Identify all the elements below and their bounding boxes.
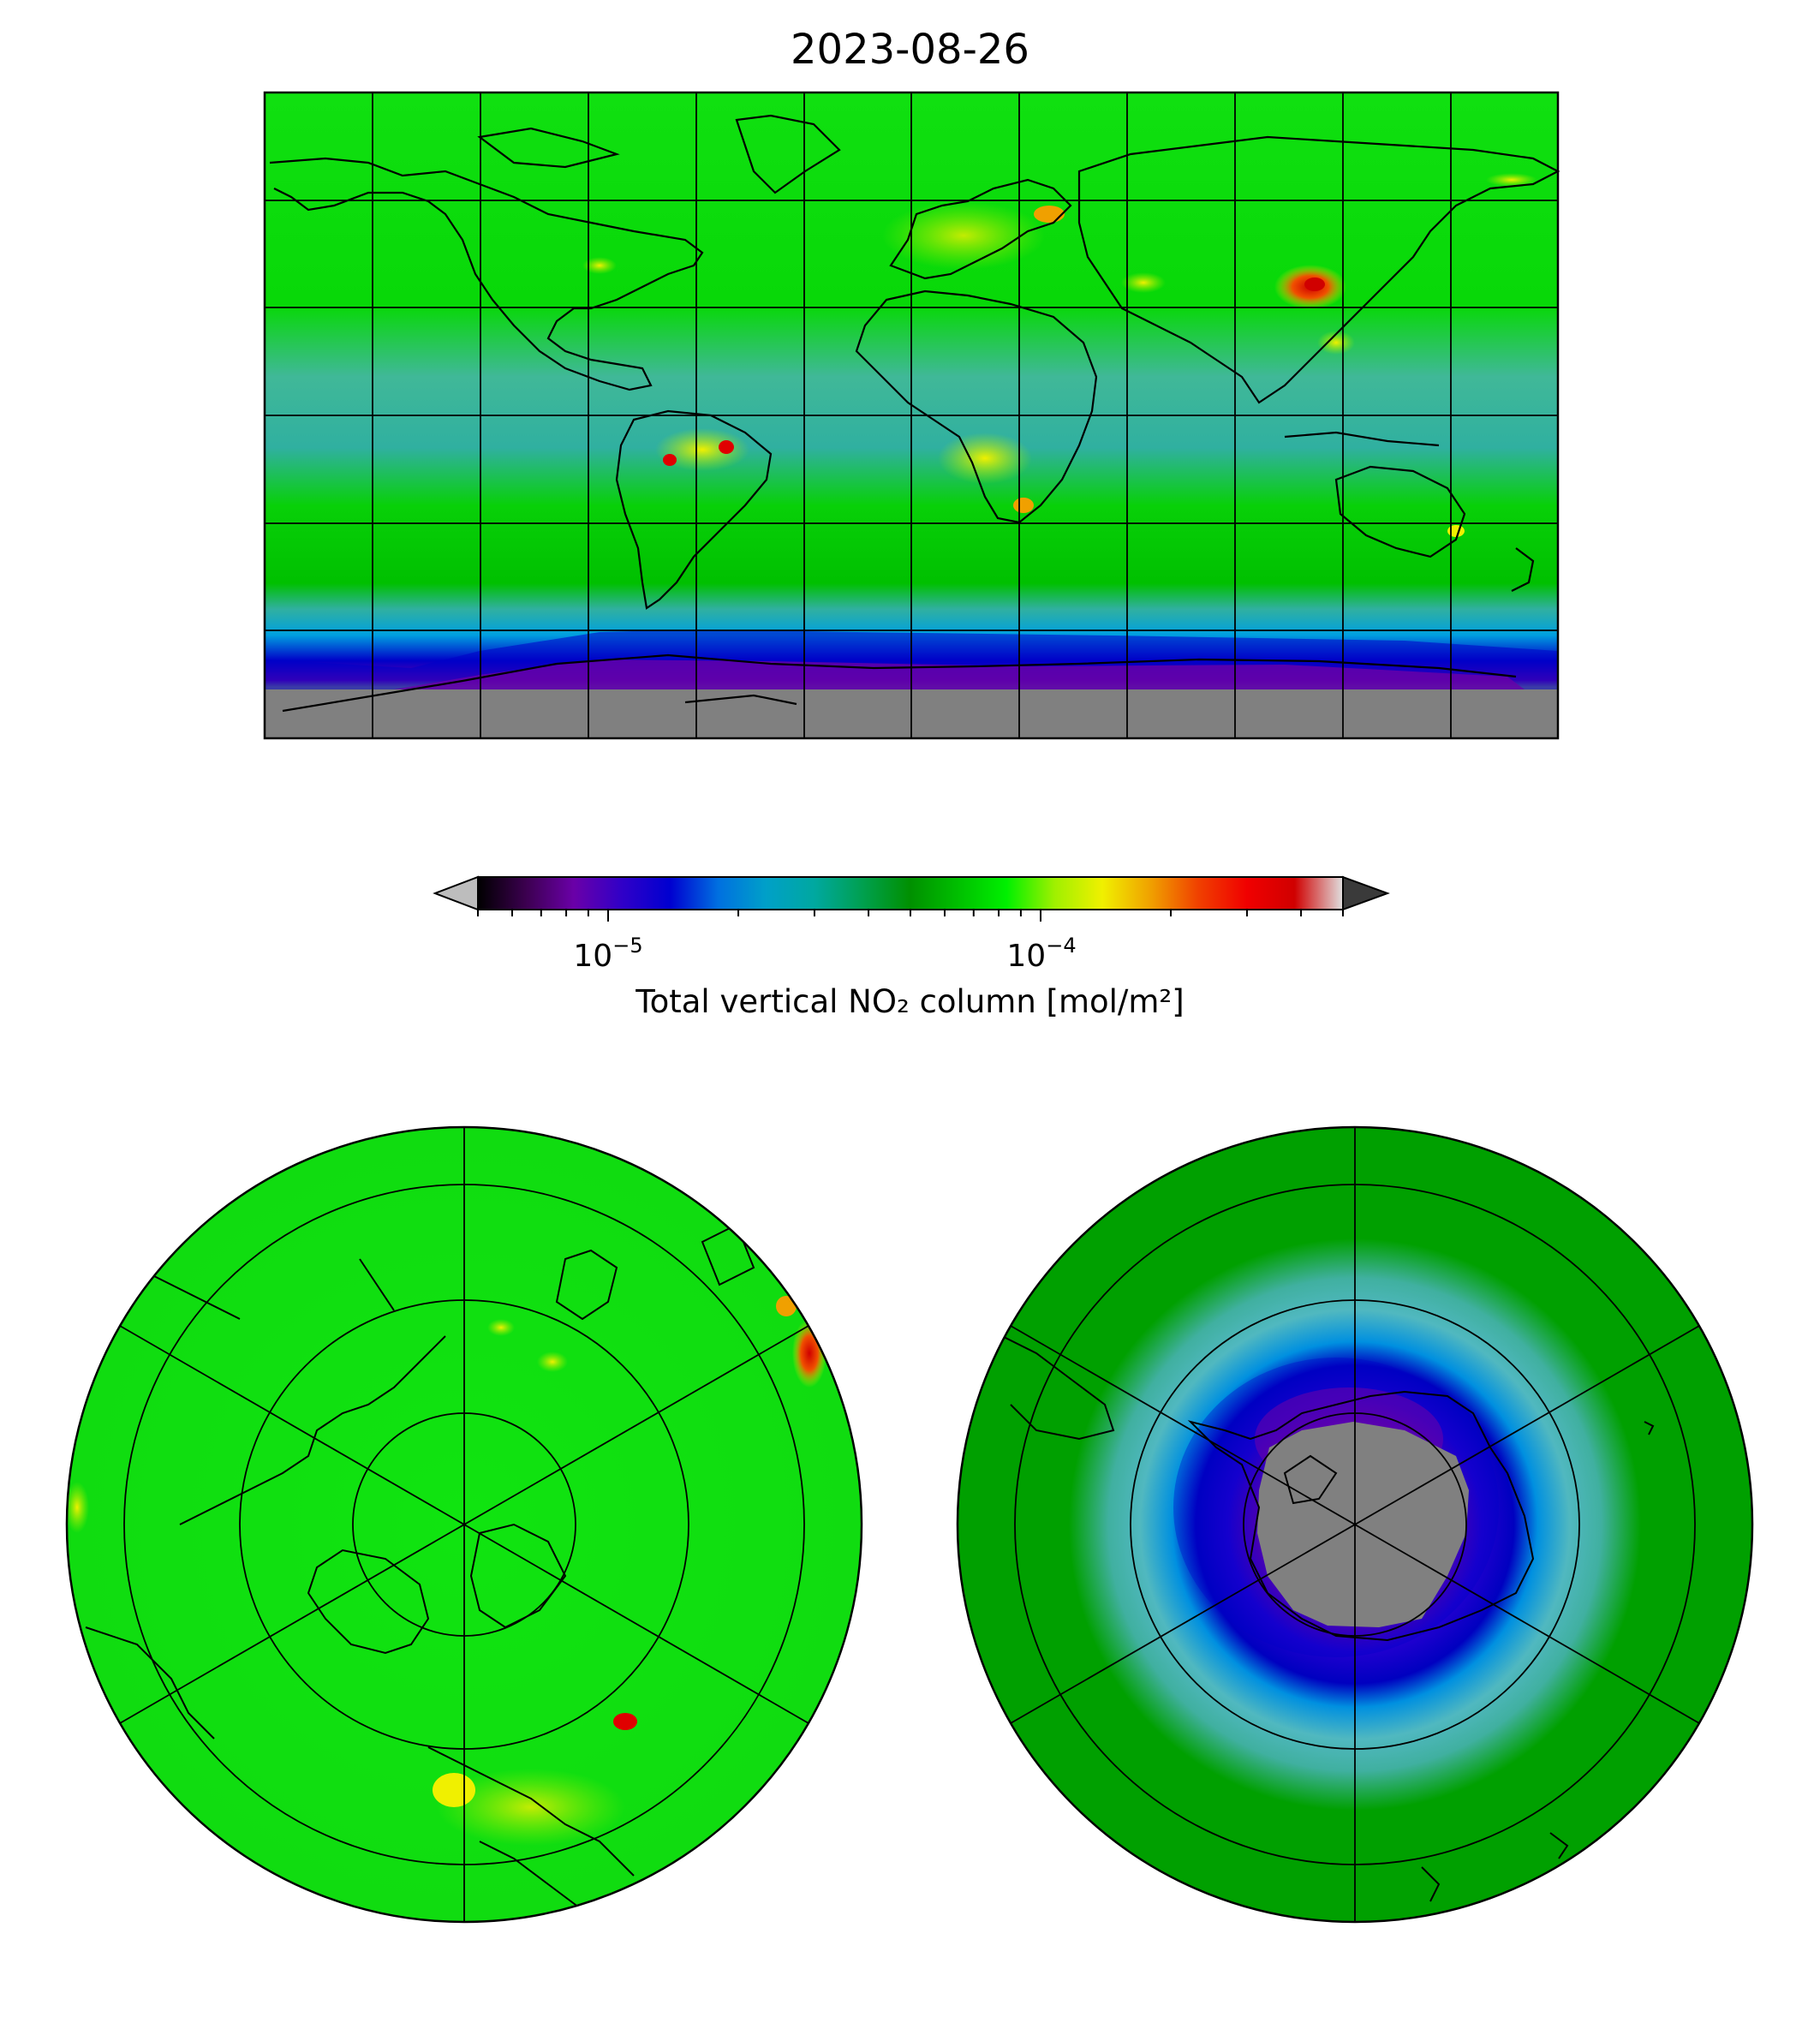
north-gridlines [119,1127,809,1922]
south-no-data-region [1257,1422,1469,1627]
coastlines [269,114,1560,713]
figure-title: 2023-08-26 [791,26,1029,74]
colorbar-over-extension [1342,875,1390,911]
colorbar-tick-label-1e-4: 10−4 [1006,934,1076,974]
global-map [263,91,1560,740]
global-map-frame [263,91,1560,740]
south-map-frame [956,1125,1754,1924]
colorbar-label: Total vertical NO₂ column [mol/m²] [636,983,1184,1020]
colorbar-tick-label-1e-5: 10−5 [573,934,642,974]
colorbar-gradient [478,877,1343,910]
south-gridlines [1010,1127,1700,1922]
north-map-frame [65,1125,863,1924]
colorbar: 10−5 10−4 [433,875,1390,974]
south-coastlines [1001,1335,1655,1902]
no2-hotspots [582,173,1537,537]
colorbar-ticks [477,910,1344,922]
south-polar-map [956,1125,1754,1924]
global-gridlines [265,92,1558,738]
north-polar-map [65,1125,863,1924]
colorbar-under-extension [433,875,479,911]
